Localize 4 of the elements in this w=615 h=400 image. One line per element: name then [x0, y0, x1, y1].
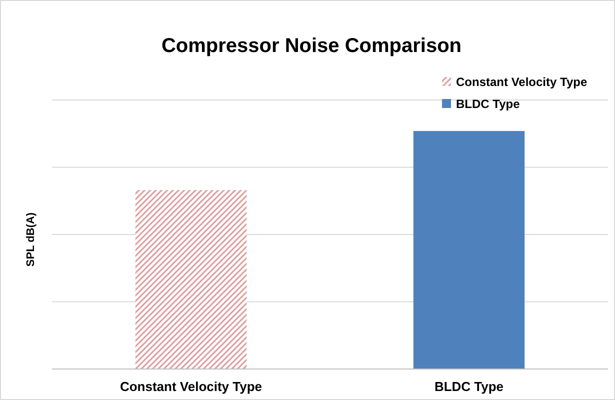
legend-label: BLDC Type	[456, 97, 520, 111]
chart-title: Compressor Noise Comparison	[161, 35, 462, 57]
legend-label: Constant Velocity Type	[456, 75, 588, 89]
y-axis-title: SPL dB(A)	[25, 212, 37, 267]
